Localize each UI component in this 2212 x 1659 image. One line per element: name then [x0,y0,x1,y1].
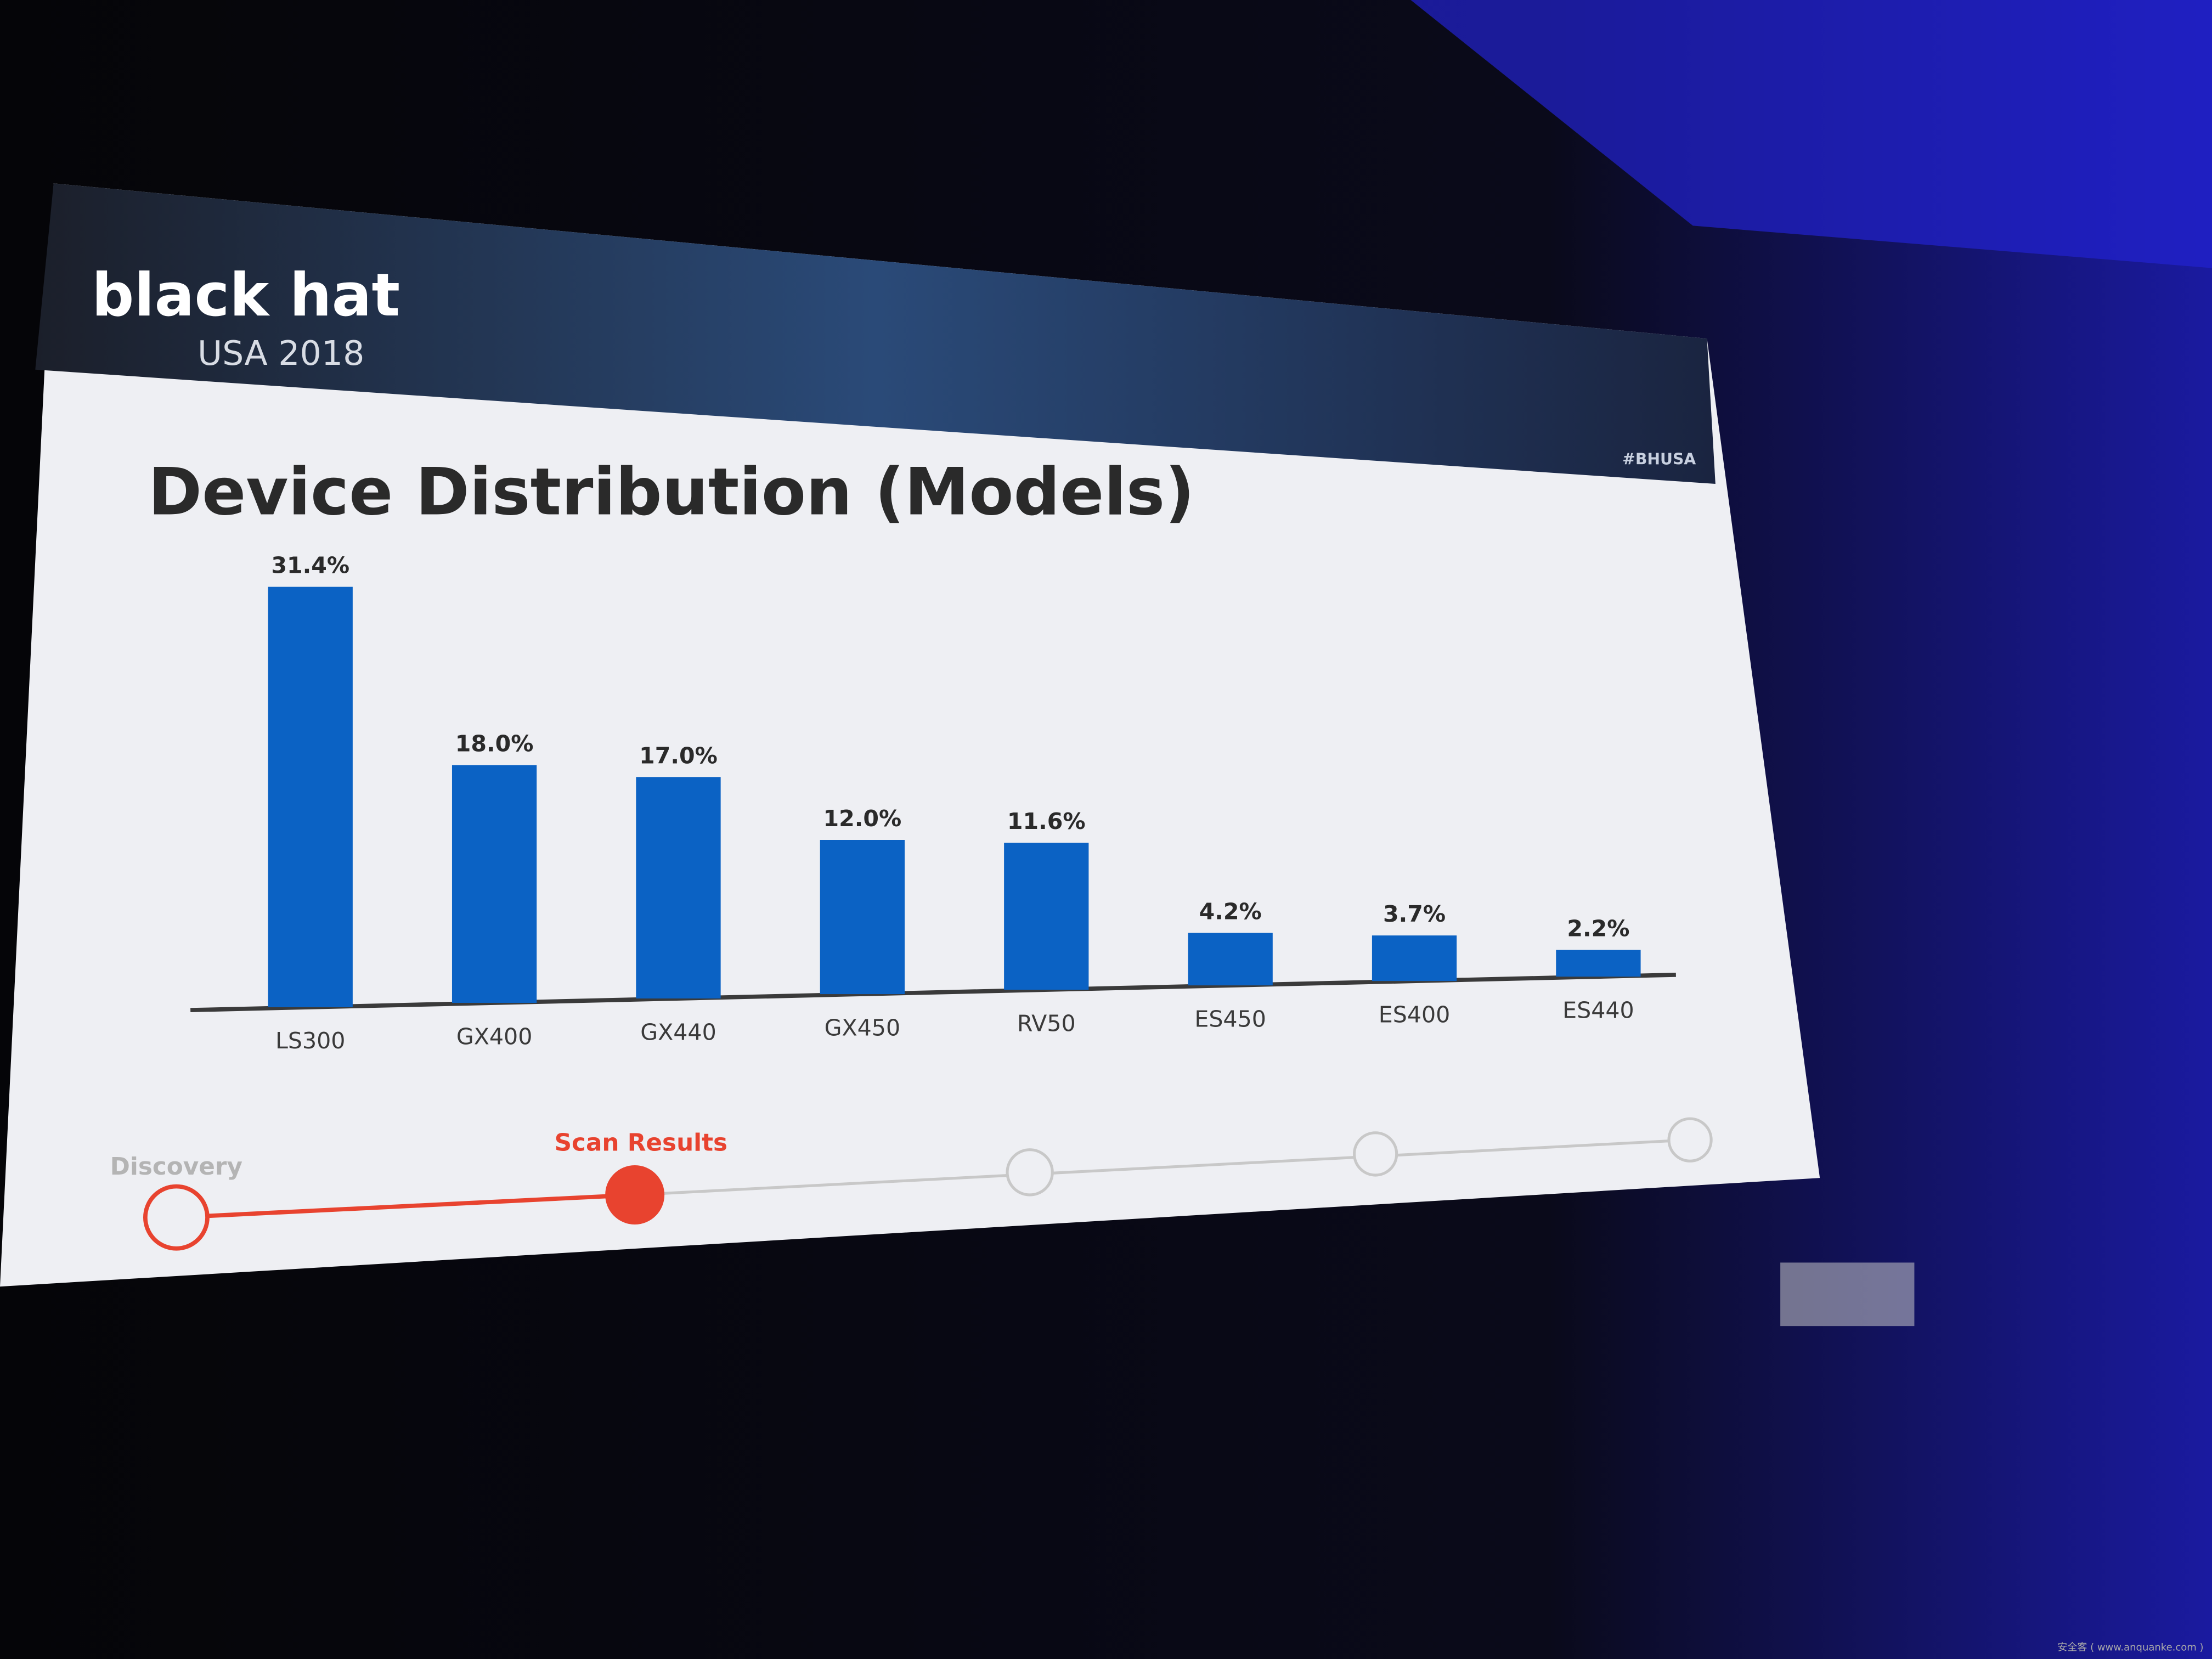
progress-line-done [176,1193,635,1220]
progress-node [1353,1131,1398,1177]
bar [636,777,721,999]
x-tick-label: GX400 [456,1023,533,1049]
ceiling-light [1410,0,2212,268]
slide-banner [35,183,1716,484]
value-label: 11.6% [1007,808,1086,834]
x-tick-label: GX450 [825,1014,901,1041]
bar [1188,933,1273,986]
x-tick-label: ES400 [1379,1001,1451,1028]
progress-line [635,1138,1690,1197]
x-tick-label: GX440 [640,1019,716,1045]
watermark: 安全客 ( www.anquanke.com ) [2057,1641,2203,1653]
value-label: 4.2% [1199,899,1262,925]
value-label: 31.4% [271,552,349,579]
bar [1556,950,1641,977]
event-name: USA 2018 [198,334,364,373]
hashtag: #BHUSA [1622,450,1696,468]
bar [1372,935,1457,981]
bar [268,586,353,1007]
x-tick-label: LS300 [275,1028,346,1054]
x-tick-label: RV50 [1017,1010,1076,1036]
value-label: 12.0% [823,805,902,832]
value-label: 2.2% [1567,916,1629,942]
chart-title: Device Distribution (Models) [148,454,1194,529]
progress-step-current: Scan Results [555,1128,728,1156]
x-tick-label: ES450 [1194,1006,1266,1032]
value-label: 17.0% [639,742,718,769]
value-label: 18.0% [455,731,534,757]
progress-node [1006,1148,1054,1197]
bar [452,765,537,1003]
progress-step: Discovery [110,1153,242,1181]
x-tick-label: ES440 [1562,997,1634,1024]
progress-node [143,1184,210,1251]
bar [1004,843,1089,990]
progress-node [1667,1117,1713,1163]
progress-node-current [605,1165,665,1224]
logo: black hat [92,261,400,330]
bar [820,840,905,995]
table-items [1780,1262,1915,1327]
value-label: 3.7% [1383,901,1446,927]
